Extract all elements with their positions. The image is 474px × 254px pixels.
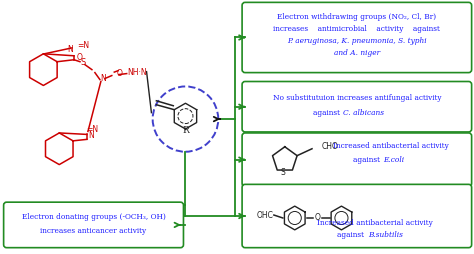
Text: increases anticancer activity: increases anticancer activity — [40, 227, 146, 235]
Text: No substitutuion increases antifungal activity: No substitutuion increases antifungal ac… — [273, 94, 441, 102]
Text: NH·N: NH·N — [127, 68, 146, 77]
FancyBboxPatch shape — [242, 82, 472, 132]
FancyBboxPatch shape — [4, 202, 183, 248]
Text: against: against — [312, 109, 342, 117]
Text: E.coli: E.coli — [383, 156, 405, 164]
Text: N: N — [100, 74, 106, 83]
Text: OHC: OHC — [256, 211, 273, 219]
Text: CHO: CHO — [322, 142, 339, 151]
Text: against: against — [353, 156, 383, 164]
Text: and A. niger: and A. niger — [334, 49, 380, 57]
Text: C. albicans: C. albicans — [343, 109, 384, 117]
Text: increases    antimicrobial    activity    against: increases antimicrobial activity against — [273, 25, 440, 33]
Text: R: R — [182, 126, 189, 135]
FancyBboxPatch shape — [242, 133, 472, 186]
Text: O: O — [117, 69, 123, 78]
Text: N: N — [67, 45, 73, 54]
Text: P. aeruginosa, K. pneumonia, S. typhi: P. aeruginosa, K. pneumonia, S. typhi — [287, 37, 427, 45]
Text: S: S — [281, 168, 286, 177]
Text: Increased antibacterial activity: Increased antibacterial activity — [333, 142, 448, 150]
FancyBboxPatch shape — [242, 2, 472, 73]
Text: O: O — [314, 214, 320, 223]
Text: S: S — [81, 58, 86, 67]
Text: =N: =N — [86, 125, 98, 134]
Text: against: against — [337, 231, 367, 239]
Text: B.subtilis: B.subtilis — [368, 231, 402, 239]
Text: N: N — [89, 131, 94, 140]
Text: =N: =N — [77, 41, 89, 50]
Text: Increased antibacterial activity: Increased antibacterial activity — [317, 219, 433, 227]
FancyBboxPatch shape — [242, 184, 472, 248]
Text: O: O — [77, 53, 82, 62]
Text: Electron withdrawing groups (NO₂, Cl, Br): Electron withdrawing groups (NO₂, Cl, Br… — [277, 13, 437, 21]
Text: Electron donating groups (-OCH₃, OH): Electron donating groups (-OCH₃, OH) — [22, 213, 165, 221]
